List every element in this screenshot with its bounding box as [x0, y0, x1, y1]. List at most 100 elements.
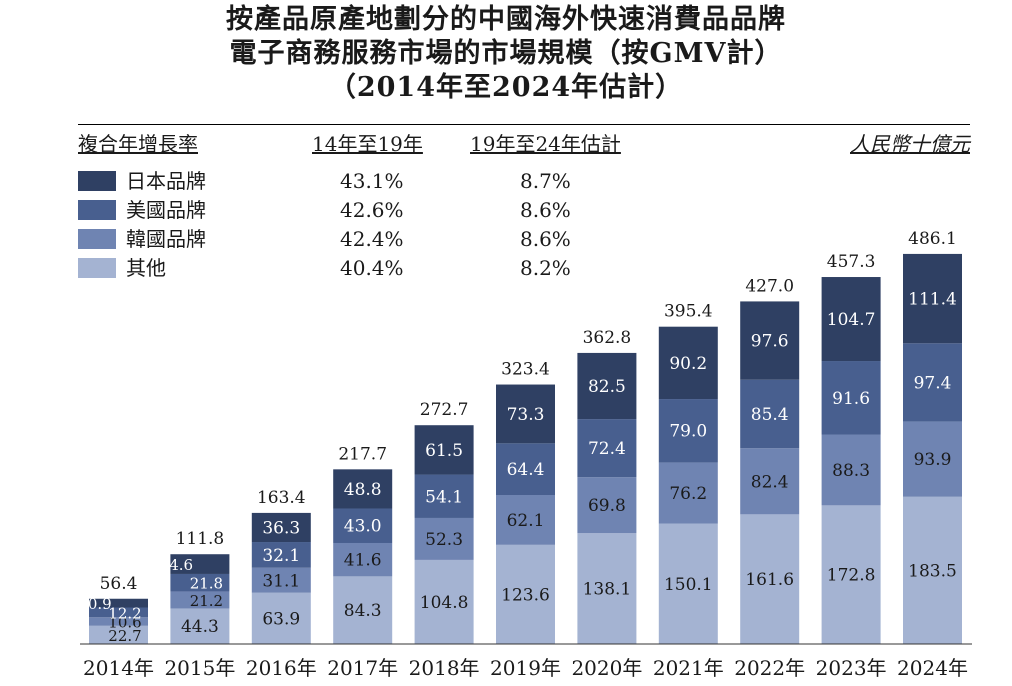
- legend-label-japan: 日本品牌: [126, 169, 206, 193]
- bar-segment-korea-2021: [658, 462, 718, 524]
- bar-segment-japan-2020: [577, 352, 637, 420]
- legend-swatch-others: [78, 258, 116, 278]
- bar-segment-us-2017: [333, 508, 393, 543]
- cagr2-us: 8.6%: [520, 198, 571, 222]
- bar-segment-japan-2017: [333, 469, 393, 509]
- bar-segment-us-2022: [740, 379, 800, 449]
- value-label-others-2021: 150.1: [664, 575, 713, 595]
- bar-segment-korea-2023: [821, 434, 881, 506]
- value-label-korea-2018: 52.3: [425, 530, 463, 550]
- total-label-2018: 272.7: [420, 400, 469, 420]
- total-label-2022: 427.0: [745, 276, 794, 296]
- value-label-others-2016: 63.9: [262, 609, 300, 629]
- value-label-others-2014: 22.7: [108, 627, 141, 645]
- bar-segment-others-2022: [740, 514, 800, 644]
- total-label-2024: 486.1: [908, 229, 957, 249]
- bar-segment-japan-2021: [658, 326, 718, 400]
- unit-label: 人民幣十億元: [850, 132, 970, 156]
- period1-header: 14年至19年: [312, 132, 423, 156]
- bar-segment-us-2024: [903, 343, 962, 422]
- x-tick-label-2014: 2014年: [83, 656, 154, 680]
- bar-segment-korea-2019: [496, 495, 555, 545]
- total-label-2023: 457.3: [827, 252, 876, 272]
- value-label-japan-2017: 48.8: [344, 480, 382, 500]
- bar-segment-others-2024: [903, 496, 962, 644]
- value-label-us-2019: 64.4: [507, 460, 545, 480]
- chart-title-line3: （2014年至2024年估計）: [328, 72, 684, 103]
- legend-label-others: 其他: [126, 256, 166, 280]
- value-label-korea-2022: 82.4: [751, 472, 789, 492]
- value-label-korea-2020: 69.8: [588, 496, 626, 516]
- cagr1-korea: 42.4%: [340, 227, 404, 251]
- value-label-korea-2024: 93.9: [914, 450, 952, 470]
- value-label-korea-2021: 76.2: [669, 484, 707, 504]
- bar-segment-others-2017: [333, 576, 393, 644]
- total-label-2017: 217.7: [338, 444, 387, 464]
- value-label-japan-2015: 24.6: [160, 556, 193, 574]
- value-label-korea-2023: 88.3: [832, 461, 870, 481]
- bar-segment-us-2023: [821, 361, 881, 435]
- chart-title-line1: 按產品原產地劃分的中國海外快速消費品品牌: [226, 4, 786, 35]
- value-label-others-2022: 161.6: [745, 570, 794, 590]
- value-label-japan-2021: 90.2: [669, 354, 707, 374]
- bar-segment-us-2016: [251, 542, 311, 568]
- bar-segment-us-2019: [496, 443, 555, 496]
- bar-segment-korea-2020: [577, 477, 637, 534]
- value-label-japan-2018: 61.5: [425, 441, 463, 461]
- total-label-2020: 362.8: [583, 328, 632, 348]
- bar-segment-others-2018: [414, 559, 474, 644]
- x-tick-label-2015: 2015年: [164, 656, 235, 680]
- legend-swatch-japan: [78, 171, 116, 191]
- value-label-japan-2024: 111.4: [908, 290, 957, 310]
- legend-swatch-korea: [78, 229, 116, 249]
- total-label-2015: 111.8: [176, 529, 225, 549]
- value-label-japan-2020: 82.5: [588, 377, 626, 397]
- x-tick-label-2022: 2022年: [734, 656, 805, 680]
- value-label-us-2022: 85.4: [751, 405, 789, 425]
- value-label-us-2023: 91.6: [832, 389, 870, 409]
- value-label-korea-2015: 21.2: [190, 592, 223, 610]
- bar-segment-korea-2014: [89, 617, 148, 626]
- value-label-us-2017: 43.0: [344, 517, 382, 537]
- bar-segment-japan-2015: [170, 554, 230, 574]
- total-label-2016: 163.4: [257, 488, 306, 508]
- legend-label-korea: 韓國品牌: [126, 227, 206, 251]
- bar-segment-japan-2016: [251, 512, 311, 543]
- legend-label-us: 美國品牌: [126, 198, 206, 222]
- cagr-header: 複合年增長率: [78, 132, 198, 156]
- bar-segment-us-2018: [414, 474, 474, 518]
- bar-segment-others-2020: [577, 533, 637, 644]
- cagr1-japan: 43.1%: [340, 169, 404, 193]
- bar-segment-us-2021: [658, 399, 718, 463]
- value-label-us-2024: 97.4: [914, 373, 952, 393]
- cagr2-others: 8.2%: [520, 256, 571, 280]
- total-label-2021: 395.4: [664, 302, 713, 322]
- value-label-korea-2014: 10.6: [108, 614, 141, 632]
- value-label-others-2019: 123.6: [501, 585, 550, 605]
- x-tick-label-2019: 2019年: [490, 656, 561, 680]
- header-rule: [78, 124, 970, 125]
- value-label-korea-2017: 41.6: [344, 551, 382, 571]
- x-tick-label-2021: 2021年: [653, 656, 724, 680]
- value-label-us-2021: 79.0: [669, 422, 707, 442]
- chart-title-line2: 電子商務服務市場的市場規模（按GMV計）: [229, 38, 783, 69]
- bar-segment-others-2019: [496, 544, 555, 644]
- cagr1-us: 42.6%: [340, 198, 404, 222]
- value-label-others-2018: 104.8: [420, 593, 469, 613]
- x-tick-label-2018: 2018年: [409, 656, 480, 680]
- bar-segment-japan-2024: [903, 253, 962, 344]
- bar-segment-korea-2016: [251, 567, 311, 593]
- value-label-japan-2019: 73.3: [507, 405, 545, 425]
- bar-segment-japan-2018: [414, 425, 474, 475]
- bar-segment-others-2016: [251, 592, 311, 644]
- bar-segment-others-2023: [821, 505, 881, 644]
- legend-swatch-us: [78, 200, 116, 220]
- x-tick-label-2017: 2017年: [327, 656, 398, 680]
- bar-segment-others-2015: [170, 608, 230, 644]
- bar-segment-us-2020: [577, 419, 637, 478]
- value-label-japan-2023: 104.7: [827, 310, 876, 330]
- total-label-2014: 56.4: [100, 574, 138, 594]
- bar-segment-others-2021: [658, 523, 718, 644]
- value-label-japan-2022: 97.6: [751, 332, 789, 352]
